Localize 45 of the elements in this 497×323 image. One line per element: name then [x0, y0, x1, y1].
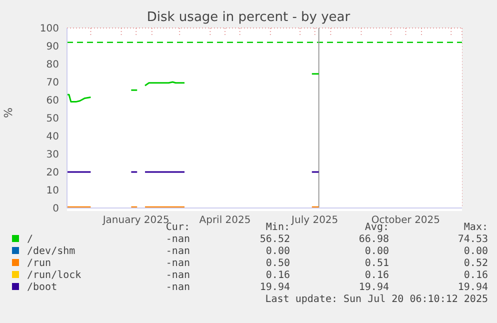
- text: -nan: [164, 246, 190, 258]
- text: 66.98: [358, 234, 389, 246]
- y-tick-label: 70: [46, 78, 59, 89]
- text: -nan: [164, 270, 190, 282]
- y-tick-label: 60: [46, 96, 59, 107]
- text: 0.00: [264, 246, 290, 258]
- y-tick-label: 20: [46, 168, 59, 179]
- text: Last update: Sun Jul 20 06:10:12 2025: [264, 294, 488, 306]
- x-tick-label: July 2025: [290, 215, 338, 226]
- text: 0.16: [364, 270, 389, 282]
- y-tick-label: 80: [46, 60, 59, 71]
- legend-label: /: [26, 234, 34, 246]
- y-tick-label: 0: [52, 204, 59, 215]
- text: Min:: [266, 222, 290, 233]
- text: -nan: [164, 234, 190, 246]
- text: Cur:: [166, 222, 190, 234]
- text: 0.00: [462, 246, 488, 258]
- text: 74.53: [456, 234, 488, 246]
- legend-label: /dev/shm: [26, 246, 76, 258]
- y-tick-label: 100: [40, 24, 59, 35]
- y-tick-label: 40: [46, 132, 59, 143]
- text: 0.16: [462, 270, 488, 282]
- chart-title: Disk usage in percent - by year: [146, 10, 352, 25]
- text: 0.51: [364, 258, 389, 270]
- text: 19.94: [258, 282, 290, 294]
- text: 56.52: [258, 234, 290, 246]
- x-tick-label: April 2025: [199, 215, 251, 226]
- text: 19.94: [358, 282, 389, 294]
- text: 0.52: [462, 258, 488, 270]
- text: Avg:: [364, 222, 389, 233]
- text: Max:: [464, 222, 488, 233]
- text: -nan: [164, 282, 190, 294]
- y-tick-label: 90: [46, 42, 59, 53]
- text: -nan: [164, 258, 190, 270]
- text: 19.94: [456, 282, 488, 294]
- text: 0.16: [264, 270, 290, 282]
- y-axis-title: %: [2, 108, 15, 118]
- text: 0.00: [364, 246, 389, 258]
- legend-label: /boot: [26, 282, 58, 294]
- y-tick-label: 50: [46, 114, 59, 125]
- text: 0.50: [264, 258, 290, 270]
- y-tick-label: 30: [46, 150, 59, 161]
- legend-label: /run/lock: [26, 270, 82, 282]
- y-tick-label: 10: [46, 186, 59, 197]
- legend-label: /run: [26, 258, 52, 270]
